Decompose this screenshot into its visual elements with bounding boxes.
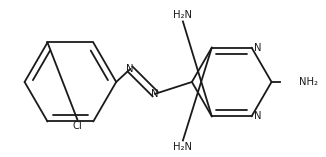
Text: N: N bbox=[254, 43, 261, 53]
Text: N: N bbox=[126, 64, 134, 74]
Text: H₂N: H₂N bbox=[173, 142, 192, 152]
Text: NH₂: NH₂ bbox=[299, 77, 319, 87]
Text: Cl: Cl bbox=[72, 121, 82, 131]
Text: N: N bbox=[254, 111, 261, 121]
Text: H₂N: H₂N bbox=[173, 10, 192, 20]
Text: N: N bbox=[151, 89, 159, 99]
